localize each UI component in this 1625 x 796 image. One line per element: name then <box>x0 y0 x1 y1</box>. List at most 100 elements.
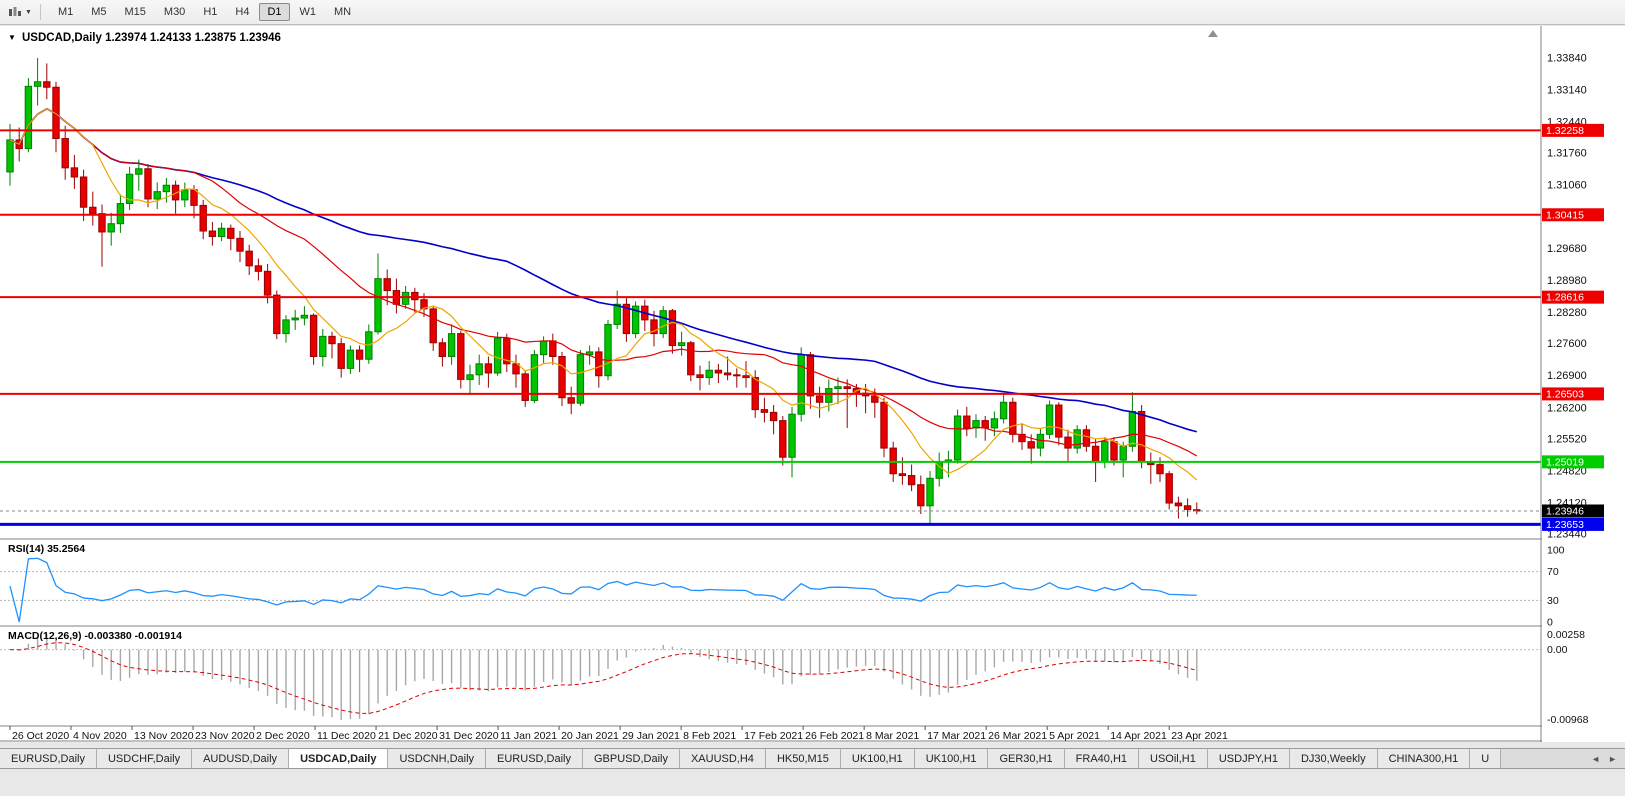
svg-text:1.31060: 1.31060 <box>1547 180 1587 192</box>
timeframe-button-h4[interactable]: H4 <box>235 6 250 18</box>
chart-tab-eurusd-daily[interactable]: EURUSD,Daily <box>486 749 583 768</box>
svg-text:1.33840: 1.33840 <box>1547 52 1587 64</box>
svg-text:20 Jan 2021: 20 Jan 2021 <box>561 730 619 742</box>
svg-text:-0.00968: -0.00968 <box>1547 714 1589 726</box>
svg-text:1.26900: 1.26900 <box>1547 370 1587 382</box>
chart-tab-usdcad-daily[interactable]: USDCAD,Daily <box>289 749 389 768</box>
horizontal-level-lines[interactable] <box>0 129 1541 526</box>
chart-tab-usdchf-daily[interactable]: USDCHF,Daily <box>96 749 193 768</box>
price-label-1.26503 <box>1542 387 1604 401</box>
svg-text:1.28280: 1.28280 <box>1547 307 1587 319</box>
svg-text:31 Dec 2020: 31 Dec 2020 <box>439 730 499 742</box>
chart-tab-eurusd-daily[interactable]: EURUSD,Daily <box>0 749 97 768</box>
price-label-1.23653 <box>1542 517 1604 531</box>
tab-scroll-left-icon[interactable]: ◄ <box>1591 753 1601 764</box>
svg-text:21 Dec 2020: 21 Dec 2020 <box>378 730 438 742</box>
timeframe-button-m15[interactable]: M15 <box>124 6 146 18</box>
ma-line-55 <box>9 107 1198 433</box>
chart-shift-marker-icon[interactable] <box>1208 30 1218 37</box>
time-axis[interactable]: 26 Oct 2020 4 Nov 2020 13 Nov 2020 23 Nov 2… <box>9 726 1228 742</box>
symbol-ohlc-title: USDCAD,Daily 1.23974 1.24133 1.23875 1.2… <box>22 32 281 44</box>
chart-tab-uk100-h1[interactable]: UK100,H1 <box>840 749 915 768</box>
rsi-panel: RSI(14) 35.2564 <box>0 543 1541 623</box>
svg-text:8 Mar 2021: 8 Mar 2021 <box>866 730 919 742</box>
chart-tab-dj30-weekly[interactable]: DJ30,Weekly <box>1289 749 1378 768</box>
macd-signal-line <box>9 642 1197 714</box>
timeframe-button-w1[interactable]: W1 <box>299 6 317 18</box>
svg-text:1.27600: 1.27600 <box>1547 338 1587 350</box>
price-label-1.30415 <box>1542 208 1604 222</box>
svg-text:23 Nov 2020: 23 Nov 2020 <box>195 730 255 742</box>
chart-tab-ger30-h1[interactable]: GER30,H1 <box>988 749 1065 768</box>
svg-text:1.28980: 1.28980 <box>1547 275 1587 287</box>
chart-tab-bar: EURUSD,Daily USDCHF,Daily AUDUSD,Daily USDC… <box>0 748 1625 769</box>
chart-tab-gbpusd-daily[interactable]: GBPUSD,Daily <box>583 749 680 768</box>
timeframe-button-h1[interactable]: H1 <box>203 6 218 18</box>
chart-tab-fra40-h1[interactable]: FRA40,H1 <box>1064 749 1140 768</box>
svg-text:17 Feb 2021: 17 Feb 2021 <box>744 730 803 742</box>
svg-text:▼: ▼ <box>8 33 16 42</box>
moving-average-lines <box>9 107 1198 481</box>
tab-scroll-right-icon[interactable]: ► <box>1608 753 1617 764</box>
ma-line-21 <box>9 108 1198 457</box>
svg-text:1.26503: 1.26503 <box>1546 388 1584 400</box>
svg-text:1.25520: 1.25520 <box>1547 433 1587 445</box>
chart-title: ▼ USDCAD,Daily 1.23974 1.24133 1.23875 1.… <box>8 30 1218 44</box>
chart-tab-china300-h1[interactable]: CHINA300,H1 <box>1377 749 1471 768</box>
svg-text:26 Oct 2020: 26 Oct 2020 <box>12 730 69 742</box>
timeframe-button-m1[interactable]: M1 <box>57 6 74 18</box>
chart-tab-usdcnh-daily[interactable]: USDCNH,Daily <box>388 749 487 768</box>
chart-tab-audusd-daily[interactable]: AUDUSD,Daily <box>192 749 290 768</box>
svg-text:1.26200: 1.26200 <box>1547 402 1587 414</box>
rsi-line <box>9 557 1197 623</box>
svg-text:4 Nov 2020: 4 Nov 2020 <box>73 730 127 742</box>
svg-text:26 Feb 2021: 26 Feb 2021 <box>805 730 864 742</box>
svg-text:0: 0 <box>1547 617 1553 629</box>
svg-text:1.28616: 1.28616 <box>1546 292 1584 304</box>
svg-text:14 Apr 2021: 14 Apr 2021 <box>1110 730 1167 742</box>
toolbar-dropdown-caret-icon[interactable]: ▼ <box>25 8 32 16</box>
svg-text:23 Apr 2021: 23 Apr 2021 <box>1171 730 1228 742</box>
chart-tab-uk100-h1[interactable]: UK100,H1 <box>914 749 989 768</box>
svg-text:5 Apr 2021: 5 Apr 2021 <box>1049 730 1100 742</box>
svg-text:1.29680: 1.29680 <box>1547 243 1587 255</box>
timeframe-button-m30[interactable]: M30 <box>163 6 186 18</box>
timeframe-buttons: M1 M5 M15 M30 H1 H4 D1 W1 MN <box>49 3 360 21</box>
svg-text:29 Jan 2021: 29 Jan 2021 <box>622 730 680 742</box>
candlestick-chart-icon[interactable] <box>6 4 24 20</box>
svg-text:8 Feb 2021: 8 Feb 2021 <box>683 730 736 742</box>
chart-tab-u[interactable]: U <box>1470 749 1502 768</box>
price-axis[interactable]: 1.338401.331401.324401.317601.310601.296… <box>1540 26 1625 742</box>
svg-text:1.23440: 1.23440 <box>1547 529 1587 541</box>
candlestick-chart-icon-svg <box>9 7 21 16</box>
timeframe-button-m5[interactable]: M5 <box>91 6 107 18</box>
svg-text:70: 70 <box>1547 566 1559 578</box>
chart-tab-usoil-h1[interactable]: USOil,H1 <box>1139 749 1208 768</box>
timeframe-button-mn[interactable]: MN <box>334 6 352 18</box>
svg-text:0.00258: 0.00258 <box>1547 629 1585 641</box>
svg-text:100: 100 <box>1547 545 1565 557</box>
svg-text:1.23946: 1.23946 <box>1546 505 1584 517</box>
toolbar-separator <box>39 4 41 20</box>
rsi-label: RSI(14) 35.2564 <box>8 543 85 555</box>
chart-tab-hk50-m15[interactable]: HK50,M15 <box>765 749 841 768</box>
svg-text:2 Dec 2020: 2 Dec 2020 <box>256 730 310 742</box>
chart-window: ▼ USDCAD,Daily 1.23974 1.24133 1.23875 1.… <box>0 26 1625 742</box>
ma-line-8 <box>9 108 1198 481</box>
svg-text:17 Mar 2021: 17 Mar 2021 <box>927 730 986 742</box>
timeframe-button-d1[interactable]: D1 <box>259 3 290 21</box>
current-price-label <box>1542 504 1604 518</box>
svg-text:1.24820: 1.24820 <box>1547 465 1587 477</box>
svg-text:26 Mar 2021: 26 Mar 2021 <box>988 730 1047 742</box>
macd-panel: MACD(12,26,9) -0.003380 -0.001914 <box>0 630 1541 720</box>
chart-tab-usdjpy-h1[interactable]: USDJPY,H1 <box>1207 749 1290 768</box>
svg-text:30: 30 <box>1547 595 1559 607</box>
svg-text:1.25019: 1.25019 <box>1546 456 1584 468</box>
chart-canvas[interactable]: ▼ USDCAD,Daily 1.23974 1.24133 1.23875 1.… <box>0 26 1625 742</box>
status-area <box>0 770 1625 796</box>
price-label-1.32258 <box>1542 123 1604 137</box>
price-label-1.25019 <box>1542 455 1604 469</box>
chart-tab-xauusd-h4[interactable]: XAUUSD,H4 <box>679 749 766 768</box>
chart-tabs: EURUSD,Daily USDCHF,Daily AUDUSD,Daily USDC… <box>0 749 1583 768</box>
svg-text:1.32258: 1.32258 <box>1546 125 1584 137</box>
